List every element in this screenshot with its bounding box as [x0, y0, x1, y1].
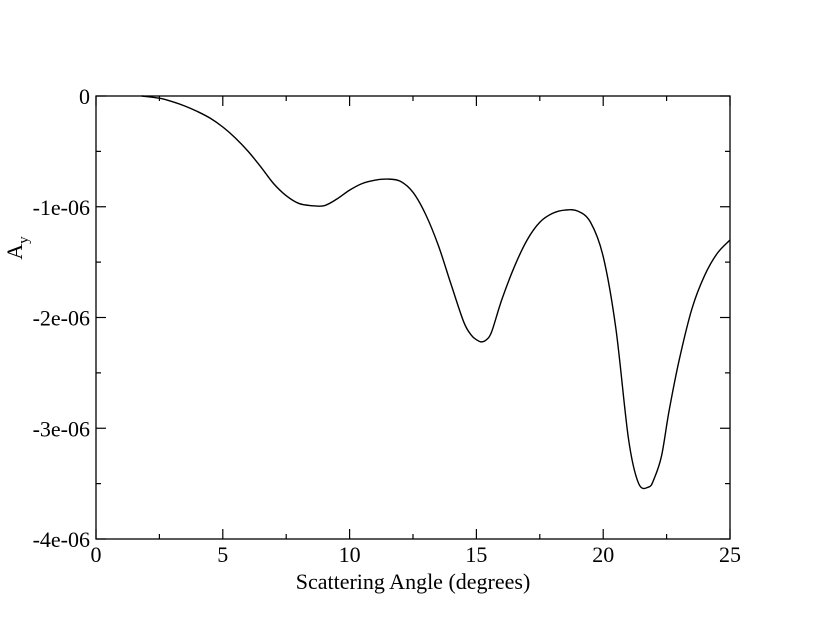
- x-tick-label: 10: [339, 542, 361, 567]
- y-axis-ticks: 0 -1e-06 -2e-06 -3e-06 -4e-06: [33, 84, 730, 552]
- y-tick-label: -1e-06: [33, 195, 90, 220]
- y-tick-label: 0: [79, 84, 90, 109]
- series-group: [141, 95, 731, 490]
- x-tick-label: 15: [465, 542, 487, 567]
- x-axis-label: Scattering Angle (degrees): [296, 569, 531, 594]
- x-axis-ticks: 0 5 10 15 20 25: [91, 96, 741, 567]
- x-tick-label: 20: [592, 542, 614, 567]
- series-line-0: [141, 95, 731, 490]
- x-tick-label: 5: [217, 542, 228, 567]
- y-axis-label-sub: y: [16, 236, 32, 244]
- y-axis-label-main: A: [2, 244, 27, 260]
- x-tick-label: 25: [719, 542, 741, 567]
- y-tick-label: -4e-06: [33, 527, 90, 552]
- y-axis-label: Ay: [2, 236, 32, 260]
- y-tick-label: -2e-06: [33, 306, 90, 331]
- x-tick-label: 0: [91, 542, 102, 567]
- y-tick-label: -3e-06: [33, 416, 90, 441]
